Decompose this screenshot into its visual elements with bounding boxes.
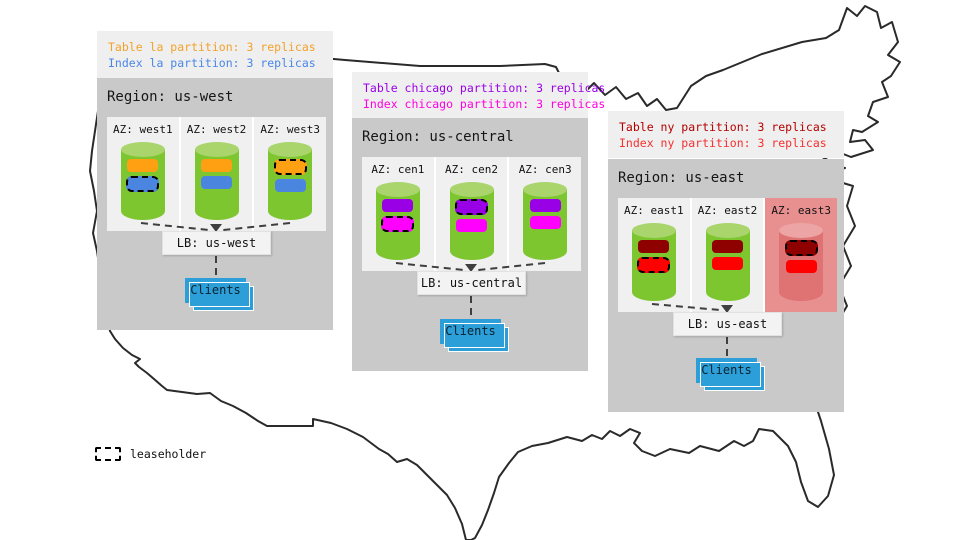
replica-table-chicago xyxy=(382,199,414,212)
database-cylinder-cen3 xyxy=(523,182,568,261)
cylinder-top xyxy=(375,182,420,197)
az-east1-label: AZ: east1 xyxy=(624,204,684,217)
az-cen2: AZ: cen2 xyxy=(435,157,508,271)
az-west2-label: AZ: west2 xyxy=(186,123,247,136)
database-cylinder-east3-failed xyxy=(779,223,824,302)
az-east3-failed: AZ: east3 xyxy=(765,198,838,312)
replica-table-chicago xyxy=(529,199,561,212)
replica-table-la-leaseholder xyxy=(273,159,307,175)
cylinder-top xyxy=(120,142,165,157)
region-us-central: Region: us-central AZ: cen1 AZ: cen2 xyxy=(352,118,588,371)
annotation-index-ny-partition: Index ny partition: 3 replicas xyxy=(619,136,827,150)
clients-us-central: Clients xyxy=(440,319,501,344)
annotation-table-chicago-partition: Table chicago partition: 3 replicas xyxy=(363,81,606,95)
replica-table-ny-leaseholder xyxy=(784,240,818,256)
load-balancer-us-west: LB: us-west xyxy=(162,231,271,255)
replica-table-la xyxy=(127,159,159,172)
replica-table-la xyxy=(201,159,232,172)
cylinder-top xyxy=(705,223,750,238)
us-central-az-row: AZ: cen1 AZ: cen2 xyxy=(362,157,582,271)
database-cylinder-west3 xyxy=(268,142,313,221)
database-cylinder-cen1 xyxy=(375,182,420,261)
clients-us-east: Clients xyxy=(696,358,757,383)
annotation-index-chicago-partition: Index chicago partition: 3 replicas xyxy=(363,97,606,111)
load-balancer-us-east: LB: us-east xyxy=(673,312,782,336)
region-us-central-title: Region: us-central xyxy=(362,129,514,145)
cylinder-top xyxy=(449,182,494,197)
region-us-west-title: Region: us-west xyxy=(107,89,234,105)
replica-index-la-leaseholder xyxy=(126,176,160,192)
clients-us-east-label: Clients xyxy=(701,363,752,377)
cylinder-top xyxy=(779,223,824,238)
annotation-table-ny-partition: Table ny partition: 3 replicas xyxy=(619,120,827,134)
az-west1-label: AZ: west1 xyxy=(113,123,173,136)
az-east2-label: AZ: east2 xyxy=(697,204,758,217)
database-cylinder-west2 xyxy=(194,142,239,221)
replica-index-la xyxy=(201,176,232,189)
annotation-index-la-partition: Index la partition: 3 replicas xyxy=(108,56,316,70)
region-us-west: Region: us-west AZ: west1 AZ: west2 xyxy=(97,78,333,330)
load-balancer-us-central: LB: us-central xyxy=(417,271,526,295)
database-cylinder-east1 xyxy=(631,223,676,302)
cylinder-top xyxy=(523,182,568,197)
az-cen2-label: AZ: cen2 xyxy=(445,163,498,176)
database-cylinder-west1 xyxy=(120,142,165,221)
leaseholder-swatch-icon xyxy=(95,447,121,461)
az-east3-label: AZ: east3 xyxy=(771,204,831,217)
us-east-az-row: AZ: east1 AZ: east2 xyxy=(618,198,838,312)
az-cen1-label: AZ: cen1 xyxy=(371,163,425,176)
region-us-east-title: Region: us-east xyxy=(618,170,745,186)
az-west3: AZ: west3 xyxy=(254,117,327,231)
us-east-partition-legend: Table ny partition: 3 replicas Index ny … xyxy=(608,111,844,158)
database-cylinder-east2 xyxy=(705,223,750,302)
az-cen3-label: AZ: cen3 xyxy=(518,163,572,176)
cylinder-top xyxy=(268,142,313,157)
database-cylinder-cen2 xyxy=(449,182,494,261)
az-cen1: AZ: cen1 xyxy=(362,157,434,271)
cylinder-top xyxy=(194,142,239,157)
az-east1: AZ: east1 xyxy=(618,198,690,312)
replica-index-ny xyxy=(785,260,817,273)
region-us-east: Region: us-east AZ: east1 AZ: east2 xyxy=(608,159,844,412)
us-map-path xyxy=(89,5,901,540)
az-west3-label: AZ: west3 xyxy=(260,123,320,136)
replica-index-la xyxy=(274,179,306,192)
az-west2: AZ: west2 xyxy=(180,117,253,231)
az-west1: AZ: west1 xyxy=(107,117,179,231)
clients-us-central-label: Clients xyxy=(445,324,496,338)
replica-index-chicago xyxy=(456,219,487,232)
leaseholder-legend: leaseholder xyxy=(95,447,206,461)
replica-index-ny xyxy=(712,257,743,270)
clients-us-west: Clients xyxy=(185,278,246,303)
clients-us-west-label: Clients xyxy=(190,283,241,297)
replica-table-chicago-leaseholder xyxy=(455,199,488,215)
us-west-az-row: AZ: west1 AZ: west2 xyxy=(107,117,327,231)
us-west-partition-legend: Table la partition: 3 replicas Index la … xyxy=(97,31,333,78)
replica-table-ny xyxy=(638,240,670,253)
replica-table-ny xyxy=(712,240,743,253)
replica-index-chicago xyxy=(529,216,561,229)
replica-index-chicago-leaseholder xyxy=(381,216,415,232)
az-cen3: AZ: cen3 xyxy=(509,157,582,271)
us-central-partition-legend: Table chicago partition: 3 replicas Inde… xyxy=(352,72,606,118)
leaseholder-legend-label: leaseholder xyxy=(130,447,207,461)
replica-index-ny-leaseholder xyxy=(637,257,671,273)
annotation-table-la-partition: Table la partition: 3 replicas xyxy=(108,40,316,54)
cylinder-top xyxy=(631,223,676,238)
az-east2: AZ: east2 xyxy=(691,198,764,312)
